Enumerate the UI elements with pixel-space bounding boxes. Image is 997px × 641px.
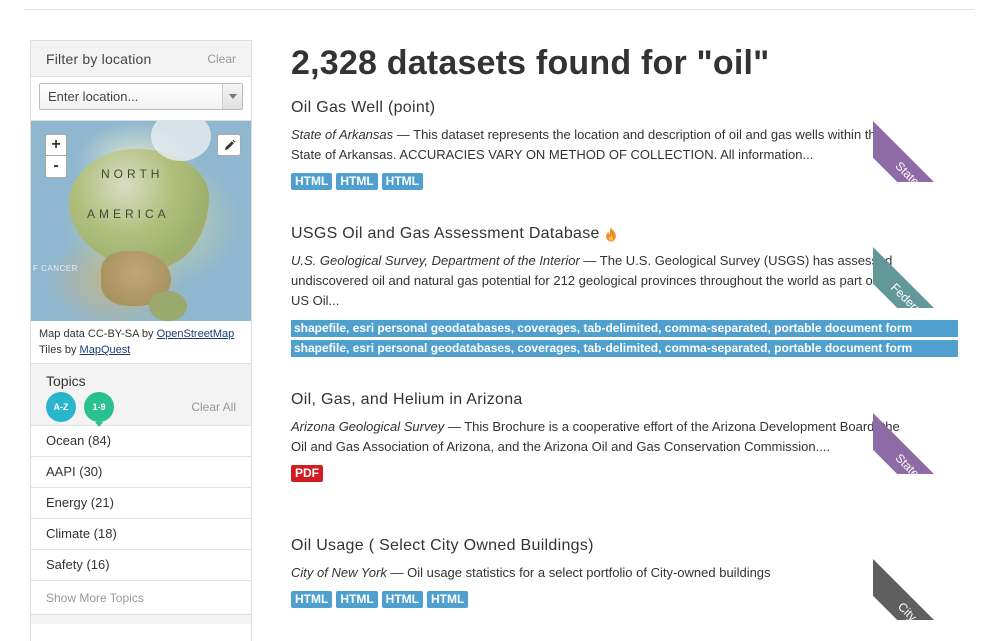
dataset-notes: This Brochure is a cooperative effort of… bbox=[291, 419, 900, 454]
ribbon-label: State bbox=[873, 407, 958, 474]
dataset-description: Arizona Geological Survey — This Brochur… bbox=[291, 417, 906, 457]
dataset-separator: — bbox=[579, 253, 600, 268]
filter-location-title: Filter by location bbox=[46, 50, 152, 67]
attribution-tiles: Tiles by bbox=[39, 344, 80, 356]
dataset-formats: HTML HTML HTML HTML bbox=[291, 591, 958, 608]
location-select[interactable]: Enter location... bbox=[39, 83, 243, 110]
dataset-type-ribbon: Federal bbox=[873, 223, 958, 308]
topic-item-aapi[interactable]: AAPI (30) bbox=[31, 456, 251, 487]
sidebar: Filter by location Clear Enter location.… bbox=[30, 40, 252, 641]
dataset-item: Oil Usage ( Select City Owned Buildings)… bbox=[291, 535, 958, 608]
topic-item-climate[interactable]: Climate (18) bbox=[31, 518, 251, 549]
map-draw-button[interactable] bbox=[217, 134, 241, 156]
filter-location-clear-link[interactable]: Clear bbox=[207, 51, 236, 66]
dataset-title-link[interactable]: Oil Usage ( Select City Owned Buildings) bbox=[291, 537, 594, 554]
topic-item-ocean[interactable]: Ocean (84) bbox=[31, 425, 251, 456]
format-badge-pdf[interactable]: PDF bbox=[291, 465, 323, 482]
format-badge-html[interactable]: HTML bbox=[381, 591, 423, 608]
dataset-formats: shapefile, esri personal geodatabases, c… bbox=[291, 320, 958, 357]
location-select-placeholder: Enter location... bbox=[48, 89, 139, 104]
format-badge-html[interactable]: HTML bbox=[426, 591, 469, 608]
dataset-type-ribbon: State bbox=[873, 97, 958, 182]
map-label-north: NORTH bbox=[101, 167, 164, 181]
dataset-separator: — bbox=[386, 565, 408, 580]
results-heading: 2,328 datasets found for "oil" bbox=[291, 44, 770, 82]
map-label-cancer: F CANCER bbox=[33, 264, 78, 273]
flame-icon bbox=[605, 227, 617, 242]
dataset-separator: — bbox=[393, 127, 414, 142]
dataset-description: State of Arkansas — This dataset represe… bbox=[291, 125, 906, 165]
sort-alpha-button[interactable]: A-Z bbox=[46, 392, 76, 422]
openstreetmap-link[interactable]: OpenStreetMap bbox=[156, 328, 235, 340]
dataset-title-link[interactable]: Oil Gas Well (point) bbox=[291, 99, 436, 116]
top-divider bbox=[24, 9, 974, 10]
map-ice bbox=[151, 121, 211, 161]
dataset-description: U.S. Geological Survey, Department of th… bbox=[291, 251, 906, 311]
chevron-down-icon[interactable] bbox=[222, 84, 242, 109]
dataset-notes: Oil usage statistics for a select portfo… bbox=[407, 565, 771, 580]
dataset-type-ribbon: City bbox=[873, 535, 958, 620]
sort-count-button[interactable]: 1-9 bbox=[84, 392, 114, 427]
mapquest-link[interactable]: MapQuest bbox=[79, 344, 131, 356]
format-badge-html[interactable]: HTML bbox=[336, 173, 378, 190]
location-select-wrap: Enter location... bbox=[31, 77, 251, 121]
map-zoom-out-button[interactable]: - bbox=[45, 156, 67, 178]
attribution-map-data: Map data CC-BY-SA by bbox=[39, 328, 157, 340]
dataset-item: Oil Gas Well (point) State of Arkansas —… bbox=[291, 97, 958, 190]
dataset-title-link[interactable]: Oil, Gas, and Helium in Arizona bbox=[291, 391, 523, 408]
map-label-america: AMERICA bbox=[87, 207, 170, 221]
dataset-title-link[interactable]: USGS Oil and Gas Assessment Database bbox=[291, 223, 958, 245]
dataset-org: U.S. Geological Survey, Department of th… bbox=[291, 253, 580, 268]
topic-item-energy[interactable]: Energy (21) bbox=[31, 487, 251, 518]
dataset-formats: HTML HTML HTML bbox=[291, 173, 958, 190]
show-more-topics-link[interactable]: Show More Topics bbox=[31, 580, 251, 614]
format-badge-html[interactable]: HTML bbox=[291, 591, 333, 608]
dataset-title-text: USGS Oil and Gas Assessment Database bbox=[291, 225, 600, 242]
format-badge-html[interactable]: HTML bbox=[291, 173, 333, 190]
topics-clear-all-link[interactable]: Clear All bbox=[191, 400, 236, 414]
dataset-org: Arizona Geological Survey bbox=[291, 419, 445, 434]
pencil-icon bbox=[224, 139, 235, 150]
dataset-item: Oil, Gas, and Helium in Arizona Arizona … bbox=[291, 389, 958, 482]
format-badge-multi[interactable]: shapefile, esri personal geodatabases, c… bbox=[291, 320, 958, 337]
ribbon-label: Federal bbox=[873, 241, 958, 308]
topics-title: Topics bbox=[46, 373, 86, 389]
dataset-notes: The U.S. Geological Survey (USGS) has as… bbox=[291, 253, 899, 308]
map-land bbox=[69, 149, 209, 269]
dataset-item: USGS Oil and Gas Assessment Database U.S… bbox=[291, 223, 958, 360]
topic-item-safety[interactable]: Safety (16) bbox=[31, 549, 251, 580]
dataset-type-ribbon: State bbox=[873, 389, 958, 474]
dataset-separator: — bbox=[444, 419, 465, 434]
dataset-notes: This dataset represents the location and… bbox=[291, 127, 883, 162]
map-land bbox=[149, 291, 187, 321]
dataset-org: City of New York bbox=[291, 565, 387, 580]
map-attribution: Map data CC-BY-SA by OpenStreetMap Tiles… bbox=[31, 321, 251, 363]
format-badge-multi[interactable]: shapefile, esri personal geodatabases, c… bbox=[291, 340, 958, 357]
dataset-description: City of New York — Oil usage statistics … bbox=[291, 563, 906, 583]
ribbon-label: City bbox=[873, 553, 958, 620]
dataset-org: State of Arkansas bbox=[291, 127, 394, 142]
sidebar-footer bbox=[31, 614, 251, 624]
location-map[interactable]: NORTH AMERICA F CANCER + - bbox=[31, 121, 251, 321]
topics-header: Topics A-Z 1-9 Clear All bbox=[31, 363, 251, 427]
filter-location-header: Filter by location Clear bbox=[31, 41, 251, 77]
format-badge-html[interactable]: HTML bbox=[336, 591, 378, 608]
ribbon-label: State bbox=[873, 115, 958, 182]
format-badge-html[interactable]: HTML bbox=[381, 173, 423, 190]
dataset-formats: PDF bbox=[291, 465, 958, 482]
map-zoom-in-button[interactable]: + bbox=[45, 134, 67, 156]
